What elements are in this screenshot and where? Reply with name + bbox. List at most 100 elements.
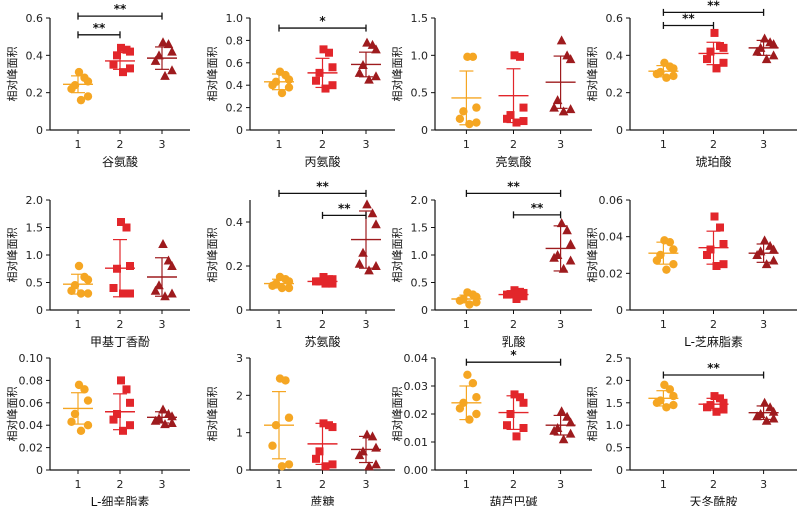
data-point — [472, 118, 481, 127]
data-point — [455, 296, 465, 305]
data-point — [83, 275, 93, 284]
data-point — [662, 403, 671, 412]
data-point — [565, 417, 576, 427]
data-point — [364, 461, 374, 471]
x-tick-label: 2 — [319, 318, 326, 331]
data-point — [158, 239, 168, 248]
data-point — [109, 415, 118, 424]
data-point — [712, 262, 721, 270]
x-axis-label: 谷氨酸 — [102, 154, 138, 169]
x-tick-label: 2 — [510, 138, 517, 151]
data-point — [321, 462, 330, 471]
data-point — [284, 75, 294, 84]
chart-panel: 0 0.2 0.4 1 2 3 苏氨酸 相对峰面积 ** ** — [205, 179, 395, 349]
significance-label: ** — [707, 361, 720, 375]
x-tick-label: 1 — [276, 318, 283, 331]
x-tick-label: 2 — [319, 138, 326, 151]
data-point — [119, 289, 127, 298]
significance-label: ** — [316, 179, 329, 193]
data-point — [109, 284, 118, 292]
data-point — [669, 259, 678, 269]
data-point — [565, 54, 576, 64]
data-point — [703, 403, 711, 412]
x-tick-label: 3 — [159, 478, 166, 491]
data-point — [160, 70, 170, 80]
y-tick-label: 0.06 — [19, 397, 44, 410]
y-tick-label: 0 — [36, 124, 43, 137]
data-point — [371, 459, 381, 469]
data-point — [268, 81, 277, 90]
x-tick-label: 1 — [75, 318, 82, 331]
x-axis-label: 苏氨酸 — [304, 334, 340, 349]
x-tick-label: 3 — [760, 478, 767, 491]
y-axis-label: 相对峰面积 — [585, 228, 599, 283]
data-point — [126, 262, 134, 270]
data-point — [712, 407, 721, 416]
data-point — [328, 279, 337, 288]
y-tick-label: 0.5 — [411, 277, 429, 290]
data-point — [503, 421, 511, 430]
x-tick-label: 1 — [660, 138, 667, 151]
data-point — [652, 398, 662, 407]
data-point — [519, 424, 528, 432]
data-point — [768, 244, 779, 254]
y-tick-label: 3 — [236, 352, 243, 365]
y-tick-label: 2.5 — [606, 352, 624, 365]
data-point — [652, 256, 662, 265]
chart-panel: 0 0.02 0.04 0.06 1 2 3 L-芝麻脂素 相对峰面积 — [585, 194, 797, 349]
data-point — [319, 45, 328, 54]
data-point — [669, 245, 678, 254]
significance-label: * — [319, 14, 326, 28]
data-point — [768, 39, 779, 49]
x-tick-label: 1 — [276, 478, 283, 491]
data-point — [119, 68, 127, 77]
y-tick-label: 0.4 — [26, 49, 44, 62]
x-tick-label: 1 — [660, 318, 667, 331]
data-point — [362, 199, 372, 209]
x-tick-label: 3 — [159, 138, 166, 151]
data-point — [519, 117, 528, 126]
data-point — [83, 421, 93, 430]
data-point — [354, 258, 365, 268]
chart-panel: 0 0.2 0.4 0.6 1 2 3 琥珀酸 相对峰面积 ** ** — [585, 0, 797, 169]
x-axis-label: 天冬酰胺 — [689, 494, 737, 506]
x-tick-label: 3 — [557, 138, 564, 151]
x-tick-label: 3 — [557, 478, 564, 491]
data-point — [472, 409, 481, 419]
data-point — [459, 107, 468, 116]
data-point — [83, 396, 93, 405]
x-tick-label: 2 — [117, 318, 124, 331]
data-point — [761, 415, 772, 425]
y-axis-label: 相对峰面积 — [390, 228, 404, 283]
y-tick-label: 0 — [236, 124, 243, 137]
x-tick-label: 2 — [710, 478, 717, 491]
data-point — [719, 240, 728, 248]
data-point — [167, 261, 177, 270]
data-point — [80, 385, 89, 394]
data-point — [371, 44, 381, 54]
data-point — [113, 51, 121, 60]
data-point — [371, 219, 381, 229]
data-point — [122, 385, 131, 394]
x-axis-label: 亮氨酸 — [495, 154, 531, 169]
x-axis-label: 琥珀酸 — [695, 154, 731, 169]
data-point — [284, 83, 294, 92]
x-tick-label: 3 — [557, 318, 564, 331]
data-point — [268, 281, 277, 290]
y-tick-label: 1 — [236, 427, 243, 440]
y-axis-label: 相对峰面积 — [5, 228, 19, 283]
data-point — [117, 376, 125, 385]
chart-panel: 0 0.5 1.0 1.5 1 2 3 亮氨酸 相对峰面积 — [390, 12, 592, 169]
data-point — [556, 406, 567, 416]
x-tick-label: 1 — [660, 478, 667, 491]
data-point — [163, 39, 174, 49]
y-tick-label: 0 — [236, 304, 243, 317]
data-point — [719, 260, 728, 269]
data-point — [160, 419, 170, 429]
data-point — [284, 413, 294, 422]
data-point — [510, 51, 519, 60]
data-point — [512, 295, 521, 303]
data-point — [167, 46, 177, 56]
y-tick-label: 0 — [36, 464, 43, 477]
